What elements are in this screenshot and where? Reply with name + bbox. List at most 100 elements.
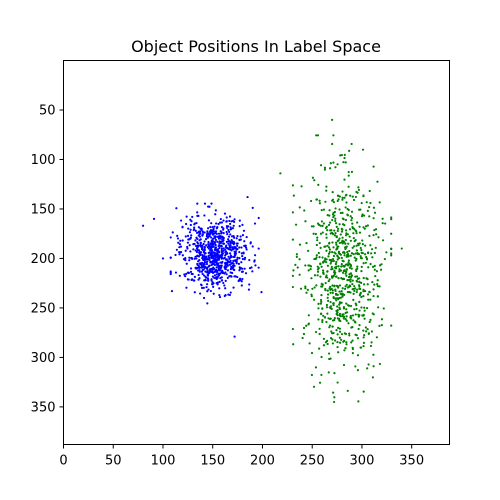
data-point [390, 232, 393, 235]
data-point [323, 316, 327, 319]
data-point [341, 242, 344, 245]
data-point [328, 258, 331, 261]
data-point [207, 219, 211, 222]
data-point [178, 250, 181, 254]
data-point [323, 166, 327, 169]
y-tick-label: 350 [31, 400, 56, 415]
data-point [209, 230, 212, 233]
data-point [231, 227, 235, 230]
data-point [225, 250, 228, 253]
data-point [214, 244, 217, 247]
data-point [351, 326, 354, 329]
data-point [331, 291, 334, 294]
data-point [342, 363, 346, 367]
data-point [213, 263, 217, 267]
data-point [182, 258, 186, 261]
data-point [345, 270, 348, 273]
data-point [354, 229, 357, 232]
data-point [242, 229, 246, 232]
data-point [193, 226, 196, 229]
data-point [347, 261, 350, 264]
data-point [243, 256, 247, 259]
x-tick-label: 100 [151, 454, 176, 469]
data-point [320, 209, 323, 212]
data-point [315, 254, 318, 257]
data-point [207, 254, 210, 257]
data-point [241, 267, 244, 270]
data-point [371, 256, 374, 259]
data-point [246, 195, 249, 199]
data-point [235, 260, 238, 263]
data-point [368, 320, 371, 324]
data-point [180, 219, 183, 222]
data-point [344, 242, 347, 245]
data-point [233, 218, 236, 221]
data-point [307, 264, 310, 267]
data-point [186, 278, 189, 281]
data-point [336, 227, 340, 230]
data-point [331, 338, 334, 341]
data-point [213, 251, 216, 254]
data-point [250, 266, 253, 269]
data-point [204, 252, 207, 255]
data-point [291, 211, 295, 214]
data-point [204, 275, 207, 278]
data-point [238, 257, 241, 260]
data-point [354, 313, 357, 316]
data-point [217, 272, 220, 275]
data-point [325, 236, 328, 239]
points-layer [141, 118, 403, 404]
data-point [177, 241, 180, 244]
data-point [215, 266, 218, 269]
data-point [336, 229, 339, 233]
data-point [348, 334, 351, 337]
data-point [318, 381, 322, 384]
data-point [238, 266, 241, 269]
data-point [337, 277, 340, 280]
data-point [355, 288, 359, 291]
data-point [202, 274, 206, 277]
data-point [359, 292, 362, 296]
data-point [316, 239, 319, 242]
data-point [249, 241, 252, 244]
data-point [211, 233, 215, 236]
data-point [233, 259, 236, 262]
data-point [215, 227, 218, 230]
data-point [335, 241, 338, 244]
data-point [366, 367, 369, 370]
data-point [220, 279, 224, 282]
data-point [236, 234, 239, 238]
data-point [219, 267, 222, 270]
data-point [318, 202, 321, 205]
data-point [316, 268, 320, 271]
data-point [331, 198, 335, 201]
data-point [375, 270, 379, 273]
data-point [350, 341, 353, 344]
data-point [372, 288, 375, 291]
data-point [199, 253, 202, 256]
data-point [241, 233, 245, 237]
data-point [359, 255, 362, 258]
data-point [352, 292, 355, 295]
data-point [206, 302, 209, 305]
data-point [298, 273, 301, 276]
data-point [328, 287, 331, 290]
data-point [361, 243, 364, 246]
data-point [227, 225, 230, 228]
data-point [216, 254, 219, 257]
data-point [244, 272, 248, 275]
data-point [197, 234, 200, 237]
data-point [319, 164, 323, 167]
data-point [375, 233, 378, 236]
data-point [225, 216, 228, 219]
data-point [334, 232, 337, 235]
data-point [196, 202, 199, 205]
data-point [197, 273, 200, 277]
data-point [351, 195, 354, 198]
data-point [334, 271, 337, 274]
data-point [197, 265, 201, 268]
data-point [329, 291, 332, 294]
data-point [372, 165, 375, 168]
data-point [228, 246, 232, 249]
data-point [325, 189, 328, 192]
